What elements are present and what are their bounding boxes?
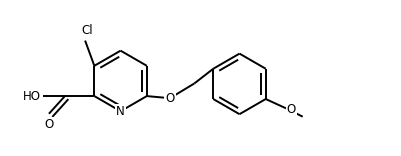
- Text: HO: HO: [23, 90, 41, 103]
- Text: O: O: [165, 92, 174, 105]
- Text: O: O: [287, 103, 296, 116]
- Text: Cl: Cl: [81, 24, 93, 37]
- Text: O: O: [44, 118, 54, 131]
- Text: N: N: [116, 105, 125, 118]
